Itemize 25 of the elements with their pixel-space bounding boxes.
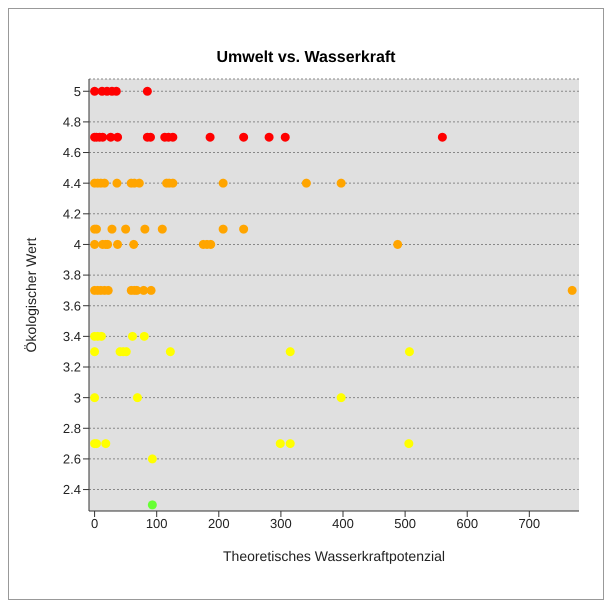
y-tick-label: 3.6: [62, 298, 81, 314]
y-tick-label: 5: [74, 84, 81, 99]
x-tick-label: 200: [208, 516, 230, 532]
x-tick-label: 600: [456, 516, 478, 532]
x-tick-label: 100: [146, 516, 168, 532]
y-tick-label: 2.6: [62, 452, 81, 467]
y-tick-label: 2.8: [62, 420, 81, 436]
y-tick-label: 4.2: [62, 206, 81, 222]
y-tick-label: 3.4: [62, 328, 81, 344]
y-tick-label: 3.2: [62, 360, 81, 375]
y-tick-label: 3.8: [62, 268, 81, 283]
chart-title: Umwelt vs. Wasserkraft: [215, 49, 397, 67]
x-axis-title: Theoretisches Wasserkraftpotenzial: [222, 548, 446, 564]
y-tick-label: 2.4: [62, 482, 81, 498]
x-tick-label: 400: [332, 516, 354, 532]
x-tick-label: 500: [394, 516, 416, 532]
y-tick-label: 4.4: [62, 176, 81, 191]
y-tick-label: 4.6: [62, 145, 81, 160]
x-tick-label: 700: [518, 516, 540, 532]
y-tick-label: 4.8: [62, 114, 81, 130]
y-tick-label: 3: [74, 390, 81, 406]
x-tick-label: 0: [90, 516, 98, 532]
y-tick-label: 4: [74, 237, 81, 252]
y-axis-title: Ökologischer Wert: [22, 237, 39, 352]
x-tick-label: 300: [270, 516, 292, 532]
